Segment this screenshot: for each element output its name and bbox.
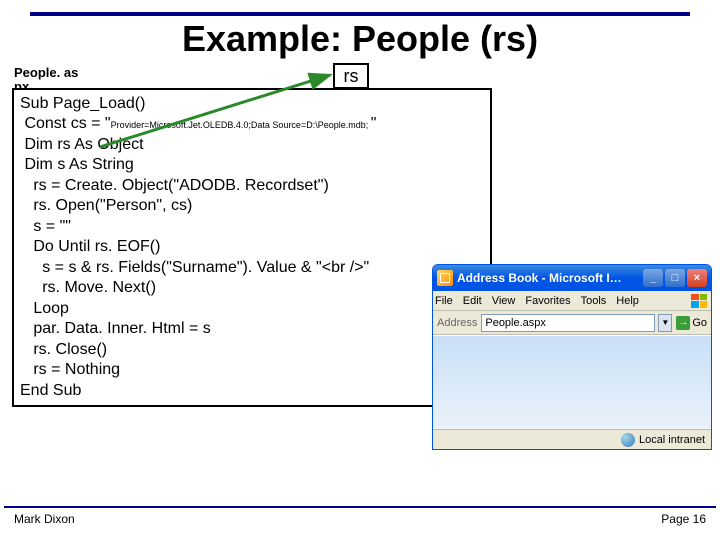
code-line: End Sub [20,381,484,401]
code-line: par. Data. Inner. Html = s [20,319,484,339]
window-buttons: _ □ × [643,269,707,287]
slide-title: Example: People (rs) [0,18,720,60]
addressbar: Address People.aspx ▼ → Go [433,311,711,335]
code-line: Loop [20,299,484,319]
footer-page: Page 16 [661,512,706,526]
arrow-line [100,72,340,172]
code-line: rs = Create. Object("ADODB. Recordset") [20,176,484,196]
menu-help[interactable]: Help [616,295,639,307]
go-icon: → [676,316,690,330]
go-label: Go [692,317,707,329]
address-dropdown[interactable]: ▼ [658,314,672,332]
titlebar: Address Book - Microsoft I… _ □ × [433,265,711,291]
menu-favorites[interactable]: Favorites [525,295,570,307]
code-line: s = "" [20,217,484,237]
menubar: File Edit View Favorites Tools Help [433,291,711,311]
intranet-icon [621,433,635,447]
browser-window: Address Book - Microsoft I… _ □ × File E… [432,264,712,450]
windows-logo-icon [691,294,707,308]
statusbar: Local intranet [433,429,711,449]
window-title: Address Book - Microsoft I… [457,271,643,285]
status-text: Local intranet [639,434,705,446]
close-button[interactable]: × [687,269,707,287]
filename-line1: People. as [14,65,78,80]
maximize-button[interactable]: □ [665,269,685,287]
footer-author: Mark Dixon [14,512,75,526]
minimize-button[interactable]: _ [643,269,663,287]
code-line: Do Until rs. EOF() [20,237,484,257]
code-line: rs. Move. Next() [20,278,484,298]
addressbook-icon [437,270,453,286]
bottom-rule [4,506,716,508]
address-value: People.aspx [485,317,546,329]
menu-tools[interactable]: Tools [581,295,607,307]
address-input[interactable]: People.aspx [481,314,655,332]
code-line: rs. Close() [20,340,484,360]
go-button[interactable]: → Go [676,316,707,330]
menu-view[interactable]: View [492,295,516,307]
address-label: Address [437,317,477,329]
menu-file[interactable]: File [435,295,453,307]
top-rule [30,12,690,16]
code-line: rs = Nothing [20,360,484,380]
menu-edit[interactable]: Edit [463,295,482,307]
rs-box: rs [333,63,369,89]
code-line: rs. Open("Person", cs) [20,196,484,216]
content-area [433,335,711,429]
code-line: s = s & rs. Fields("Surname"). Value & "… [20,258,484,278]
